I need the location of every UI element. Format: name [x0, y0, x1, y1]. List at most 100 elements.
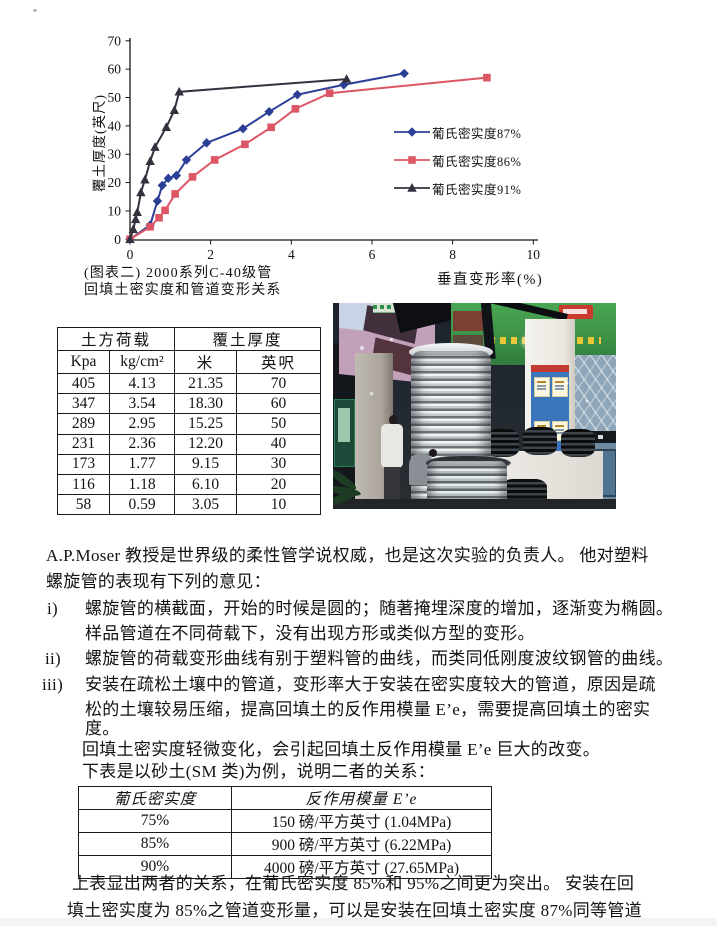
- photo-panel-header: [531, 365, 569, 372]
- table-cell: 900 磅/平方英寸 (6.22MPa): [231, 832, 492, 856]
- col-header-density: 葡氏密实度: [78, 786, 232, 810]
- chart-caption-line2: 回填土密实度和管道变形关系: [84, 282, 282, 298]
- svg-text:10: 10: [108, 203, 122, 218]
- triangle-marker-icon: [394, 183, 430, 192]
- col-header-kgcm2: kg/cm²: [109, 350, 175, 374]
- closing-line2: 填土密实度为 85%之管道变形量，可以是安装在回填土密实度 87%同等管道: [67, 901, 642, 920]
- list-item-i-line1: 螺旋管的横截面，开始的时候是圆的；随著掩埋深度的增加，逐渐变为椭圆。: [85, 599, 674, 618]
- chart-x-axis-label: 垂直变形率(%): [437, 272, 544, 288]
- table-cell: 18.30: [174, 393, 237, 415]
- table-row: 90% 4000 磅/平方英寸 (27.65MPa): [78, 855, 492, 879]
- table-cell: 2.36: [109, 433, 175, 455]
- table-cell: 150 磅/平方英寸 (1.04MPa): [231, 809, 492, 833]
- svg-text:2: 2: [207, 247, 214, 262]
- table-cell: 85%: [78, 832, 232, 856]
- legend-item: 葡氏密实度87%: [392, 126, 521, 141]
- table-row: 116 1.18 6.10 20: [57, 473, 321, 496]
- table-cell: 6.10: [174, 473, 237, 496]
- photo-ceiling-light: [359, 345, 365, 351]
- note-line2: 下表是以砂土(SM 类)为例，说明二者的关系：: [82, 762, 436, 781]
- table-row: 289 2.95 15.25 50: [57, 413, 321, 435]
- photo-certificate: [534, 377, 550, 397]
- table-cell: 12.20: [174, 433, 237, 455]
- photo-billboard-inset: [453, 311, 483, 331]
- legend-label: 葡氏密实度91%: [432, 182, 522, 197]
- svg-text:8: 8: [449, 247, 456, 262]
- closing-line1: 上表显出两者的关系，在葡氏密实度 85%和 95%之间更为突出。 安装在回: [72, 874, 635, 893]
- modulus-table: 葡氏密实度 反作用模量 E’e 75% 150 磅/平方英寸 (1.04MPa) 8…: [78, 786, 492, 879]
- table-cell: 4.13: [109, 372, 175, 395]
- table-row: 405 4.13 21.35 70: [57, 372, 321, 395]
- note-line1: 回填土密实度轻微变化，会引起回填土反作用模量 E’e 巨大的改变。: [82, 740, 600, 759]
- list-item-iii-line2: 松的土壤较易压缩，提高回填土的反作用模量 E’e，需要提高回填土的密实: [85, 700, 651, 719]
- photo-ceiling-light: [585, 399, 589, 403]
- table-row: 347 3.54 18.30 60: [57, 393, 321, 415]
- svg-text:30: 30: [108, 147, 122, 162]
- col-header-feet: 英呎: [236, 350, 321, 374]
- svg-text:70: 70: [108, 33, 122, 48]
- photo-person: [389, 415, 398, 425]
- photo-floor: [333, 499, 616, 509]
- chart-y-axis-label: 覆土厚度(英尺): [92, 94, 107, 192]
- table-row: 173 1.77 9.15 30: [57, 453, 321, 475]
- svg-text:10: 10: [527, 247, 541, 262]
- svg-text:50: 50: [108, 90, 122, 105]
- table-cell: 20: [236, 473, 321, 496]
- svg-text:40: 40: [108, 118, 122, 133]
- chart-caption-line1: (图表二) 2000系列C-40级管: [84, 266, 273, 281]
- photo-person: [381, 424, 403, 468]
- table-cell: 40: [236, 433, 321, 455]
- col-header-kpa: Kpa: [57, 350, 110, 374]
- table-cell: 60: [236, 393, 321, 415]
- photo-ceiling-light: [389, 337, 394, 342]
- photo-ceiling-light: [369, 391, 374, 396]
- table-cell: 116: [57, 473, 110, 496]
- photo-person-crouching: [429, 449, 437, 457]
- list-marker-i: i): [47, 599, 58, 618]
- table-cell: 3.54: [109, 393, 175, 415]
- table-cell: 4000 磅/平方英寸 (27.65MPa): [231, 855, 492, 879]
- svg-text:20: 20: [108, 175, 122, 190]
- col-header-meter: 米: [174, 350, 237, 374]
- table-row: 75% 150 磅/平方英寸 (1.04MPa): [78, 809, 492, 833]
- chart-caption: (图表二) 2000系列C-40级管 回填土密实度和管道变形关系: [84, 266, 282, 299]
- legend-label: 葡氏密实度86%: [432, 154, 522, 169]
- list-marker-ii: ii): [45, 649, 62, 668]
- paragraph-intro-line2: 螺旋管的表现有下列的意见：: [46, 572, 271, 591]
- photo-green-sign: [334, 399, 355, 467]
- table-cell: 231: [57, 433, 110, 455]
- diamond-marker-icon: [394, 127, 430, 137]
- photo-person: [384, 467, 400, 501]
- table-cell: 21.35: [174, 372, 237, 395]
- square-marker-icon: [394, 156, 430, 164]
- table-row: 58 0.59 3.05 10: [57, 494, 321, 516]
- table-cell: 9.15: [174, 453, 237, 475]
- table-cell: 75%: [78, 809, 232, 833]
- table-cell: 30: [236, 453, 321, 475]
- table-cell: 1.77: [109, 453, 175, 475]
- table-cell: 90%: [78, 855, 232, 879]
- legend-item: 葡氏密实度91%: [392, 182, 521, 197]
- list-marker-iii: iii): [42, 675, 64, 694]
- group-header-cover-depth: 覆土厚度: [174, 327, 321, 351]
- group-header-soil-load: 土方荷载: [57, 327, 175, 351]
- table-cell: 405: [57, 372, 110, 395]
- photo-certificate: [552, 377, 568, 397]
- legend-label: 葡氏密实度87%: [432, 126, 522, 141]
- table-cell: 50: [236, 413, 321, 435]
- list-item-iii-line1: 安装在疏松土壤中的管道，变形率大于安装在密实度较大的管道，原因是疏: [85, 675, 656, 694]
- table-cell: 58: [57, 494, 110, 516]
- svg-text:6: 6: [369, 247, 376, 262]
- list-item-ii-line1: 螺旋管的荷载变形曲线有别于塑料管的曲线，而类同低刚度波纹钢管的曲线。: [85, 649, 674, 668]
- table-header-row: 葡氏密实度 反作用模量 E’e: [78, 786, 492, 810]
- table-cell: 3.05: [174, 494, 237, 516]
- paragraph-intro-line1: A.P.Moser 教授是世界级的柔性管学说权威，也是这次实验的负责人。 他对塑…: [46, 546, 649, 565]
- table-row: 85% 900 磅/平方英寸 (6.22MPa): [78, 832, 492, 856]
- svg-text:4: 4: [288, 247, 295, 262]
- table-cell: 173: [57, 453, 110, 475]
- legend-item: 葡氏密实度86%: [392, 154, 521, 169]
- exhibition-photo: [333, 303, 616, 509]
- table-cell: 1.18: [109, 473, 175, 496]
- soil-load-table: 土方荷载 覆土厚度 Kpa kg/cm² 米 英呎 405 4.13 21.35 70…: [57, 327, 321, 516]
